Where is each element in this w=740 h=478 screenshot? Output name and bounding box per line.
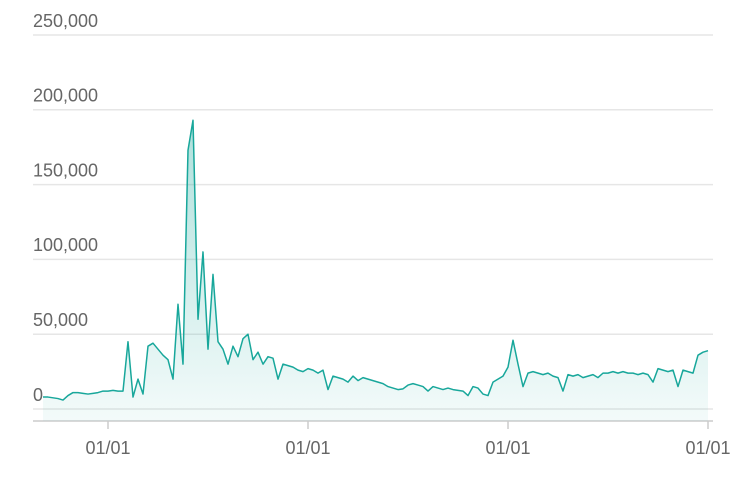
x-tick-label: 01/01	[285, 438, 330, 458]
y-tick-label: 150,000	[33, 160, 98, 180]
area	[43, 120, 708, 422]
x-tick-label: 01/01	[85, 438, 130, 458]
y-tick-label: 250,000	[33, 11, 98, 31]
y-tick-label: 100,000	[33, 235, 98, 255]
y-tick-label: 200,000	[33, 86, 98, 106]
x-tick-label: 01/01	[685, 438, 730, 458]
x-tick-label: 01/01	[485, 438, 530, 458]
line	[43, 119, 709, 401]
y-tick-label: 50,000	[33, 310, 88, 330]
y-tick-label: 0	[33, 385, 43, 405]
